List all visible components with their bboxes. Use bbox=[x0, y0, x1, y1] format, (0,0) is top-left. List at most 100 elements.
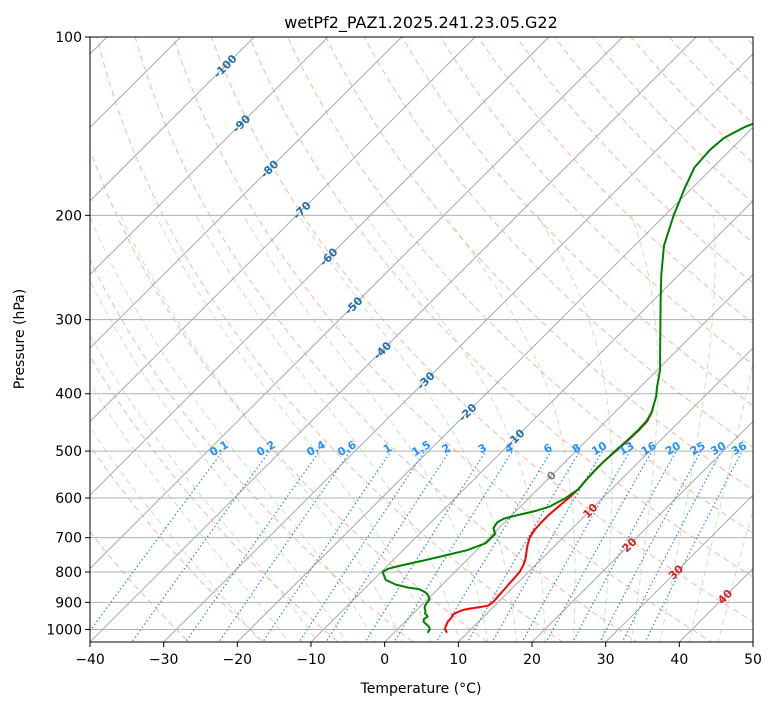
mixing-ratio-line bbox=[466, 450, 581, 642]
mixing-ratio-line bbox=[262, 450, 392, 642]
y-axis: 100 200 300 400 500 600 700 800 900 1000 bbox=[46, 30, 90, 638]
dry-adiabat-line bbox=[90, 531, 190, 642]
dry-adiabat-line bbox=[90, 445, 265, 642]
dry-adiabat-line bbox=[363, 37, 753, 449]
isotherm-line bbox=[90, 37, 550, 496]
isotherm-line bbox=[678, 567, 753, 642]
dry-adiabat-line bbox=[90, 355, 339, 642]
isotherm-line bbox=[90, 37, 329, 276]
dry-adiabat-line bbox=[515, 37, 753, 284]
mixing-ratio-label: 1 bbox=[381, 441, 394, 456]
mixing-ratio-label: 0.1 bbox=[207, 438, 230, 459]
x-tick-label: 30 bbox=[597, 652, 615, 668]
temperature-line bbox=[444, 405, 655, 634]
x-tick-label: 0 bbox=[380, 652, 389, 668]
dry-adiabat-line bbox=[134, 37, 638, 642]
mixing-ratio-line bbox=[325, 450, 451, 642]
mixing-ratio-line bbox=[298, 450, 426, 642]
mixing-ratio-label: 0.6 bbox=[335, 438, 359, 459]
isotherm-line bbox=[90, 37, 255, 202]
moist-adiabat-line bbox=[90, 426, 261, 642]
isotherm-line bbox=[457, 347, 753, 642]
x-tick-label: 50 bbox=[744, 652, 762, 668]
mixing-ratio-label: 20 bbox=[663, 439, 683, 458]
mixing-ratio-label: 10 bbox=[589, 439, 609, 458]
isotherm-line bbox=[90, 37, 476, 423]
x-tick-label: −20 bbox=[223, 652, 253, 668]
mixing-ratio-line bbox=[364, 450, 487, 642]
dry-adiabat-line bbox=[592, 37, 753, 204]
isotherm-line bbox=[90, 37, 624, 570]
isotherm-line bbox=[605, 494, 753, 642]
mixing-ratio-label: 2 bbox=[440, 441, 453, 456]
x-tick-label: 40 bbox=[670, 652, 688, 668]
plot-frame bbox=[89, 36, 754, 643]
mixing-ratio-label: 30 bbox=[708, 439, 728, 458]
x-tick-label: −40 bbox=[75, 652, 105, 668]
mixing-ratio-line bbox=[545, 450, 653, 642]
mixing-ratio-label: 0.4 bbox=[304, 438, 328, 459]
isotherm-line bbox=[384, 273, 753, 642]
dry-adiabat-line bbox=[90, 258, 414, 642]
mixing-ratio-label: 6 bbox=[541, 441, 554, 456]
y-tick-label: 600 bbox=[55, 491, 82, 507]
moist-adiabat-line bbox=[444, 215, 576, 642]
moist-adiabat-line bbox=[242, 215, 489, 642]
y-axis-label: Pressure (hPa) bbox=[12, 289, 28, 389]
mixing-ratio-line bbox=[393, 450, 513, 642]
dry-adiabat-line bbox=[706, 37, 753, 85]
dry-adiabat-line bbox=[325, 37, 753, 491]
mixing-ratio-label: 25 bbox=[688, 439, 708, 458]
isotherm-line bbox=[90, 37, 697, 642]
mixing-ratio-line bbox=[435, 450, 552, 642]
chart-title: wetPf2_PAZ1.2025.241.23.05.G22 bbox=[284, 13, 558, 33]
moist-adiabat-line bbox=[536, 215, 613, 642]
isotherm-line bbox=[163, 53, 753, 642]
isotherm-line bbox=[90, 37, 403, 349]
adiabat-labels: 0.1 0.2 0.4 0.6 1 1.5 2 3 4 6 8 10 13 16 20 25 30 36-100-… bbox=[207, 52, 749, 607]
x-tick-label: 20 bbox=[523, 652, 541, 668]
mixing-ratio-label: 0.2 bbox=[254, 438, 277, 459]
mixing-ratio-line bbox=[521, 450, 631, 642]
dry-adiabat-line bbox=[90, 148, 489, 642]
dry-adiabat-line bbox=[287, 37, 753, 534]
x-axis: −40 −30 −20 −10 0 10 20 30 40 50 bbox=[75, 642, 762, 668]
dry-adiabat-line bbox=[401, 37, 753, 407]
mixing-ratio-line bbox=[491, 450, 604, 642]
series-layer bbox=[381, 122, 753, 634]
moist-adiabat-line bbox=[90, 334, 319, 642]
isotherm-line bbox=[310, 200, 753, 642]
y-tick-label: 200 bbox=[55, 208, 82, 224]
dry-adiabat-line bbox=[172, 37, 713, 642]
x-tick-label: −10 bbox=[296, 652, 326, 668]
dewpoint-line bbox=[381, 122, 753, 634]
dry-adiabat-line bbox=[96, 37, 564, 642]
mixing-ratio-line bbox=[218, 450, 351, 642]
dry-adiabat-line bbox=[757, 10, 775, 654]
y-tick-label: 500 bbox=[55, 444, 82, 460]
moist-adiabat-line bbox=[120, 215, 404, 642]
moist-adiabat-line bbox=[298, 215, 518, 642]
y-tick-label: 800 bbox=[55, 565, 82, 581]
y-tick-label: 100 bbox=[55, 30, 82, 46]
y-tick-label: 300 bbox=[55, 313, 82, 329]
mixing-ratio-line bbox=[621, 450, 722, 642]
x-tick-label: −30 bbox=[149, 652, 179, 668]
mixing-ratio-line bbox=[131, 450, 271, 642]
y-tick-label: 1000 bbox=[46, 622, 82, 638]
isotherm-line bbox=[90, 37, 182, 129]
mixing-ratio-label: 3 bbox=[476, 441, 489, 456]
y-tick-label: 900 bbox=[55, 595, 82, 611]
moist-adiabat-line bbox=[195, 215, 461, 642]
moist-adiabat-line bbox=[90, 279, 347, 642]
isotherm-line bbox=[752, 641, 753, 642]
mixing-ratio-line bbox=[572, 450, 677, 642]
mixing-ratio-line bbox=[90, 450, 224, 632]
y-tick-label: 700 bbox=[55, 531, 82, 547]
dry-adiabat-line bbox=[248, 37, 753, 578]
background-lines bbox=[90, 10, 775, 654]
mixing-ratio-label: 13 bbox=[617, 439, 637, 458]
moist-adiabat-line bbox=[155, 215, 432, 642]
isotherm-line bbox=[531, 420, 753, 642]
dry-adiabat-line bbox=[439, 37, 753, 365]
